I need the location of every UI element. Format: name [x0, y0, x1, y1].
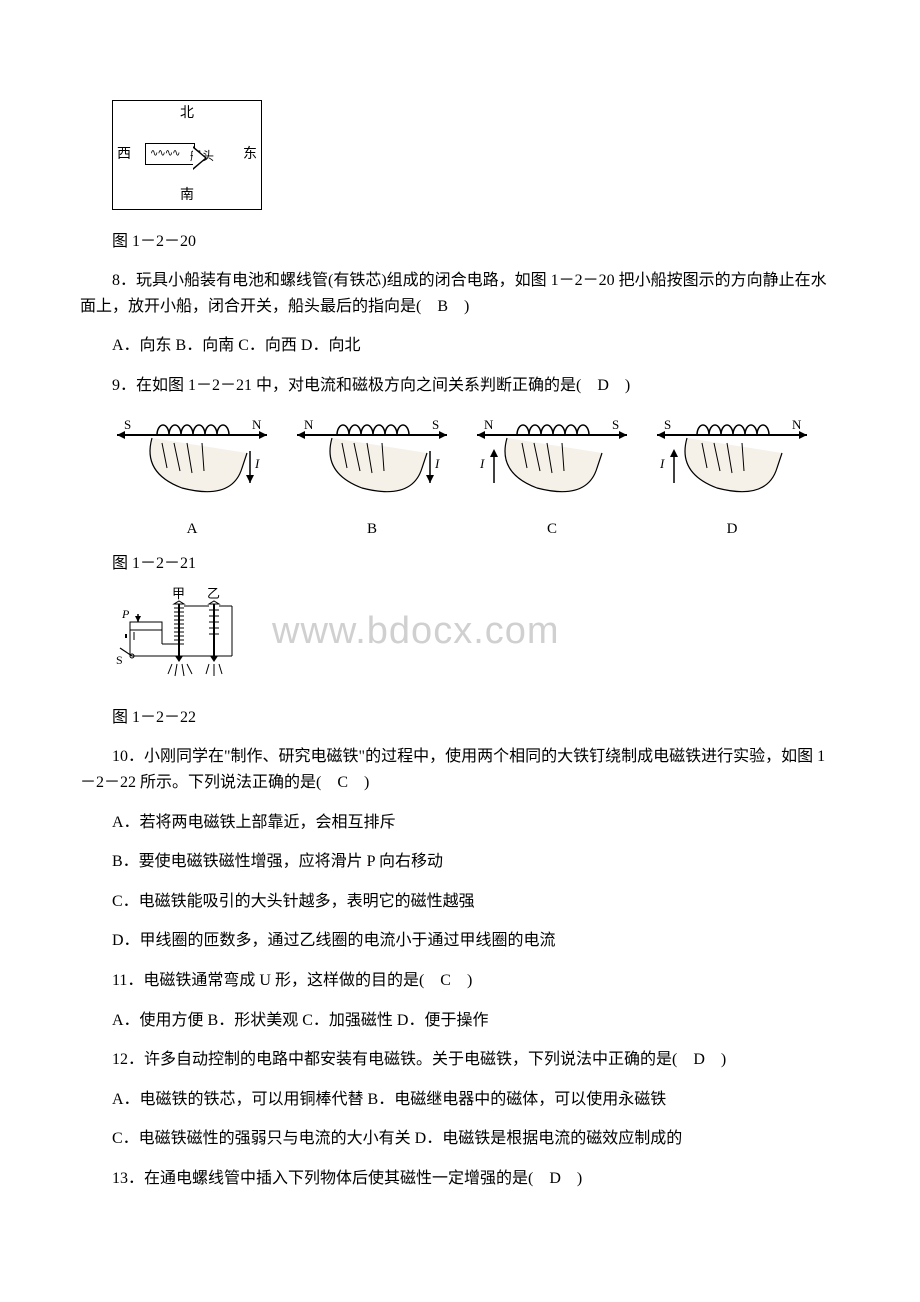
question-10-opt-a: A．若将两电磁铁上部靠近，会相互排斥: [80, 810, 840, 836]
question-10-opt-b: B．要使电磁铁磁性增强，应将滑片 P 向右移动: [80, 849, 840, 875]
figure-hands-row: S N I A N S I B: [112, 413, 840, 541]
fig-1-2-20-caption: 图 1－2－20: [80, 229, 840, 255]
question-9: 9．在如图 1－2－21 中，对电流和磁极方向之间关系判断正确的是( D ): [80, 373, 840, 399]
hand-svg-c: N S I: [472, 413, 632, 513]
figure-boat: 北 南 西 东 ∿∿∿∿ 船头: [112, 100, 262, 210]
boat-shape: ∿∿∿∿ 船头: [145, 143, 209, 173]
pole-right: S: [432, 417, 439, 432]
watermark-text: www.bdocx.com: [272, 601, 560, 662]
label-jia: 甲: [172, 586, 185, 601]
current-label: I: [254, 456, 260, 471]
hand-svg-d: S N I: [652, 413, 812, 513]
compass-south: 南: [180, 185, 194, 207]
compass-west: 西: [117, 144, 131, 166]
compass-east: 东: [243, 144, 257, 166]
question-10: 10．小刚同学在"制作、研究电磁铁"的过程中，使用两个相同的大铁钉绕制成电磁铁进…: [80, 744, 840, 795]
fig-1-2-22-caption: 图 1－2－22: [80, 705, 840, 731]
pole-right: N: [252, 417, 262, 432]
question-10-opt-c: C．电磁铁能吸引的大头针越多，表明它的磁性越强: [80, 889, 840, 915]
pole-right: N: [792, 417, 802, 432]
question-11-options: A．使用方便 B．形状美观 C．加强磁性 D．便于操作: [80, 1008, 840, 1034]
question-12-opts-ab: A．电磁铁的铁芯，可以用铜棒代替 B．电磁继电器中的磁体，可以使用永磁铁: [80, 1087, 840, 1113]
hand-caption-a: A: [112, 517, 272, 541]
question-10-opt-d: D．甲线圈的匝数多，通过乙线圈的电流小于通过甲线圈的电流: [80, 928, 840, 954]
pole-left: N: [304, 417, 314, 432]
current-label: I: [659, 456, 665, 471]
pole-left: S: [664, 417, 671, 432]
question-12-opts-cd: C．电磁铁磁性的强弱只与电流的大小有关 D．电磁铁是根据电流的磁效应制成的: [80, 1126, 840, 1152]
boat-frame: 北 南 西 东 ∿∿∿∿ 船头: [112, 100, 262, 210]
hand-caption-b: B: [292, 517, 452, 541]
label-s: S: [116, 653, 123, 667]
current-label: I: [479, 456, 485, 471]
figure-circuit: 甲 乙: [112, 586, 840, 695]
hand-caption-c: C: [472, 517, 632, 541]
question-12: 12．许多自动控制的电路中都安装有电磁铁。关于电磁铁，下列说法中正确的是( D …: [80, 1047, 840, 1073]
label-yi: 乙: [207, 586, 220, 601]
hand-caption-d: D: [652, 517, 812, 541]
hand-fig-c: N S I C: [472, 413, 632, 541]
question-13: 13．在通电螺线管中插入下列物体后使其磁性一定增强的是( D ): [80, 1166, 840, 1192]
question-8-options: A．向东 B．向南 C．向西 D．向北: [80, 333, 840, 359]
hand-svg-b: N S I: [292, 413, 452, 513]
question-11: 11．电磁铁通常弯成 U 形，这样做的目的是( C ): [80, 968, 840, 994]
hand-fig-a: S N I A: [112, 413, 272, 541]
fig-1-2-21-caption: 图 1－2－21: [80, 551, 840, 577]
pole-right: S: [612, 417, 619, 432]
pole-left: S: [124, 417, 131, 432]
hand-svg-a: S N I: [112, 413, 272, 513]
pole-left: N: [484, 417, 494, 432]
label-p: P: [121, 607, 130, 621]
current-label: I: [434, 456, 440, 471]
hand-fig-d: S N I D: [652, 413, 812, 541]
question-8: 8．玩具小船装有电池和螺线管(有铁芯)组成的闭合电路，如图 1－2－20 把小船…: [80, 268, 840, 319]
compass-north: 北: [180, 103, 194, 125]
circuit-svg: 甲 乙: [112, 586, 252, 686]
hand-fig-b: N S I B: [292, 413, 452, 541]
